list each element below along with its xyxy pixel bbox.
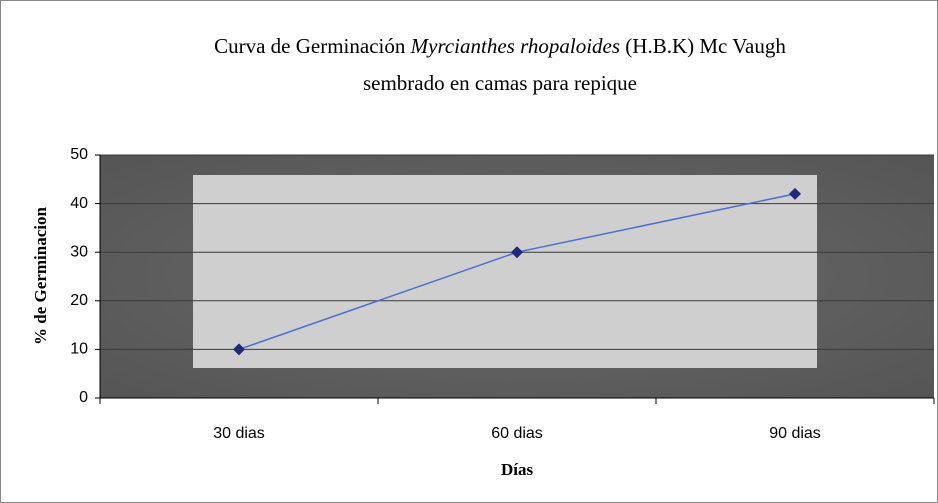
y-tick-label: 20 (70, 292, 88, 309)
y-tick-label: 0 (79, 389, 88, 406)
x-tick-label: 30 dias (213, 425, 265, 442)
x-tick-label: 60 dias (491, 425, 543, 442)
x-axis-label: Días (501, 460, 534, 479)
data-point (789, 187, 801, 200)
data-point (511, 246, 523, 259)
y-axis-label: % de Germinacion (31, 207, 50, 345)
data-point (233, 343, 245, 356)
y-tick-label: 50 (70, 146, 88, 163)
chart-title: Curva de Germinación Myrcianthes rhopalo… (214, 34, 786, 58)
y-tick-label: 40 (70, 195, 88, 212)
plot-inner-background (193, 175, 817, 368)
y-tick-label: 30 (70, 243, 88, 260)
y-tick-label: 10 (70, 341, 88, 358)
chart-subtitle: sembrado en camas para repique (363, 71, 637, 95)
x-tick-label: 90 dias (769, 425, 821, 442)
